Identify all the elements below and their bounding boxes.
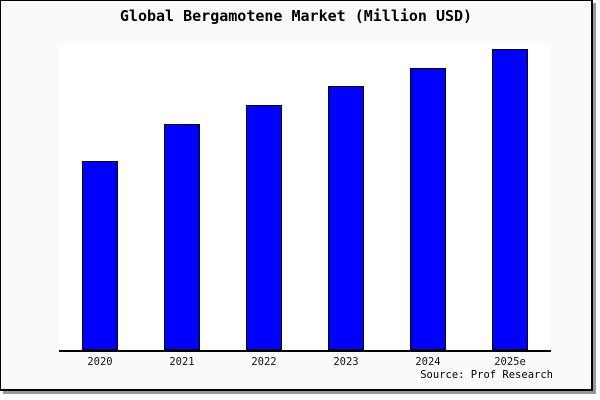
x-tick-label: 2025e xyxy=(494,356,526,368)
x-tick-label: 2020 xyxy=(87,356,113,368)
x-tick-label: 2021 xyxy=(169,356,195,368)
bar-2021 xyxy=(164,124,200,350)
x-tick-label: 2024 xyxy=(415,356,441,368)
x-tick-label: 2022 xyxy=(251,356,277,368)
bar-2024 xyxy=(410,68,446,350)
bar-2023 xyxy=(328,86,364,350)
plot-area xyxy=(59,44,551,352)
chart-frame: Global Bergamotene Market (Million USD) … xyxy=(0,0,593,391)
bar-2022 xyxy=(246,105,282,350)
source-note: Source: Prof Research xyxy=(420,369,553,381)
x-tick-label: 2023 xyxy=(333,356,359,368)
bar-2025e xyxy=(492,49,528,350)
bar-2020 xyxy=(82,161,118,350)
chart-title: Global Bergamotene Market (Million USD) xyxy=(119,7,473,25)
